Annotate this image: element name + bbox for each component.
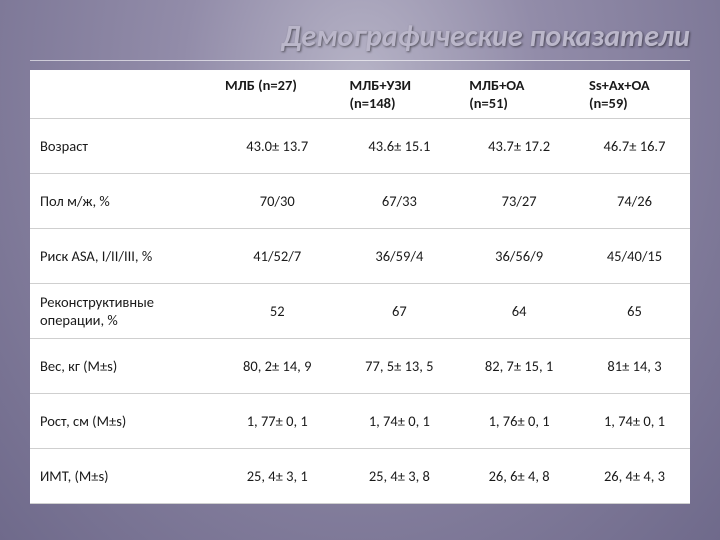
table-wrapper: МЛБ (n=27) МЛБ+УЗИ (n=148) МЛБ+ОА (n=51)… [30,70,690,504]
header-blank [30,70,215,119]
row-1-cell-2: 73/27 [459,174,579,229]
row-6-cell-0: 25, 4± 3, 1 [215,449,339,504]
header-col-2-line2: (n=51) [469,94,569,112]
table-header-row: МЛБ (n=27) МЛБ+УЗИ (n=148) МЛБ+ОА (n=51)… [30,70,690,119]
header-col-1: МЛБ+УЗИ (n=148) [339,70,459,119]
row-1-label: Пол м/ж, % [30,174,215,229]
row-5-label: Рост, см (M±s) [30,394,215,449]
table-row: Пол м/ж, % 70/30 67/33 73/27 74/26 [30,174,690,229]
row-6-cell-3: 26, 4± 4, 3 [579,449,690,504]
row-3-cell-1: 67 [339,284,459,339]
table-row: Возраст 43.0± 13.7 43.6± 15.1 43.7± 17.2… [30,119,690,174]
table-row: Риск ASA, I/II/III, % 41/52/7 36/59/4 36… [30,229,690,284]
table-row: Реконструктивные операции, % 52 67 64 65 [30,284,690,339]
row-0-cell-0: 43.0± 13.7 [215,119,339,174]
header-col-2-line1: МЛБ+ОА [469,76,524,94]
row-1-cell-3: 74/26 [579,174,690,229]
header-col-3-line1: Ss+Ax+ОА [589,76,650,94]
slide: Демографические показатели МЛБ (n=27) МЛ… [0,0,720,540]
header-col-0: МЛБ (n=27) [215,70,339,119]
header-col-1-line1: МЛБ+УЗИ [349,76,410,94]
slide-title: Демографические показатели [281,18,690,55]
row-2-label: Риск ASA, I/II/III, % [30,229,215,284]
row-2-cell-3: 45/40/15 [579,229,690,284]
row-3-cell-2: 64 [459,284,579,339]
row-0-cell-2: 43.7± 17.2 [459,119,579,174]
header-col-2: МЛБ+ОА (n=51) [459,70,579,119]
header-col-1-line2: (n=148) [349,94,449,112]
row-3-label: Реконструктивные операции, % [30,284,215,339]
row-4-cell-3: 81± 14, 3 [579,339,690,394]
row-3-cell-0: 52 [215,284,339,339]
row-6-cell-2: 26, 6± 4, 8 [459,449,579,504]
row-5-cell-2: 1, 76± 0, 1 [459,394,579,449]
row-6-label: ИМТ, (M±s) [30,449,215,504]
header-col-3-line2: (n=59) [589,94,680,112]
row-1-cell-0: 70/30 [215,174,339,229]
title-underline [30,60,690,61]
row-1-cell-1: 67/33 [339,174,459,229]
table-row: Рост, см (M±s) 1, 77± 0, 1 1, 74± 0, 1 1… [30,394,690,449]
table-row: ИМТ, (M±s) 25, 4± 3, 1 25, 4± 3, 8 26, 6… [30,449,690,504]
header-col-0-line1: МЛБ (n=27) [225,76,297,94]
row-3-cell-3: 65 [579,284,690,339]
row-5-cell-1: 1, 74± 0, 1 [339,394,459,449]
row-5-cell-0: 1, 77± 0, 1 [215,394,339,449]
row-2-cell-0: 41/52/7 [215,229,339,284]
row-4-label: Вес, кг (M±s) [30,339,215,394]
row-4-cell-0: 80, 2± 14, 9 [215,339,339,394]
demographics-table: МЛБ (n=27) МЛБ+УЗИ (n=148) МЛБ+ОА (n=51)… [30,70,690,504]
row-0-label: Возраст [30,119,215,174]
row-6-cell-1: 25, 4± 3, 8 [339,449,459,504]
header-col-3: Ss+Ax+ОА (n=59) [579,70,690,119]
row-0-cell-1: 43.6± 15.1 [339,119,459,174]
row-5-cell-3: 1, 74± 0, 1 [579,394,690,449]
row-4-cell-1: 77, 5± 13, 5 [339,339,459,394]
table-row: Вес, кг (M±s) 80, 2± 14, 9 77, 5± 13, 5 … [30,339,690,394]
row-2-cell-2: 36/56/9 [459,229,579,284]
row-0-cell-3: 46.7± 16.7 [579,119,690,174]
row-4-cell-2: 82, 7± 15, 1 [459,339,579,394]
row-2-cell-1: 36/59/4 [339,229,459,284]
